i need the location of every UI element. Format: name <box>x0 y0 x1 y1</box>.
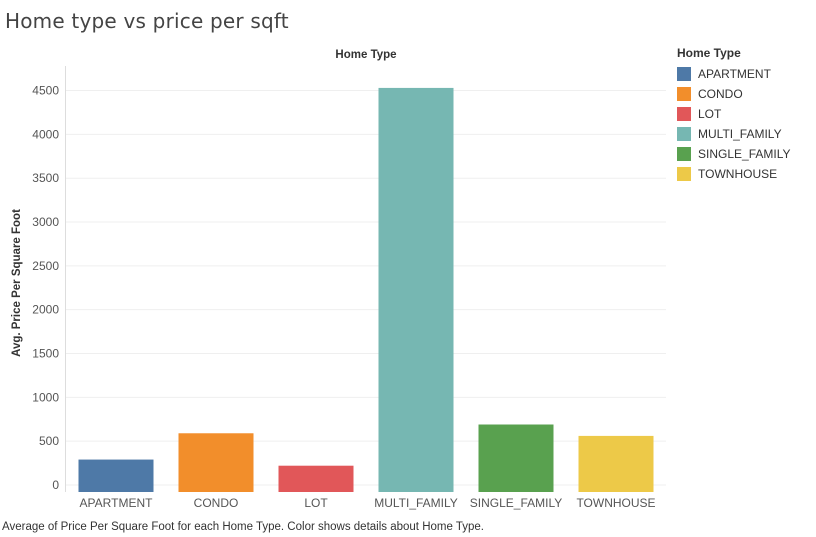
legend-swatch <box>677 127 691 141</box>
legend-title: Home Type <box>677 46 741 60</box>
x-axis-title: Home Type <box>335 49 396 61</box>
legend-item: CONDO <box>677 84 790 104</box>
legend-label: MULTI_FAMILY <box>698 127 782 141</box>
x-tick-label: TOWNHOUSE <box>576 496 655 510</box>
y-tick-label: 3500 <box>32 171 59 185</box>
bar-multi-family <box>378 87 454 493</box>
legend-swatch <box>677 67 691 81</box>
legend-label: APARTMENT <box>698 67 771 81</box>
legend-swatch <box>677 107 691 121</box>
bar-apartment <box>78 459 154 492</box>
legend-item: APARTMENT <box>677 64 790 84</box>
x-tick-label: MULTI_FAMILY <box>374 496 458 510</box>
y-axis-ticks: 0 500 1000 1500 2000 2500 3000 3500 4000 4500 <box>32 84 59 492</box>
y-tick-label: 4000 <box>32 127 59 141</box>
gridlines <box>65 66 666 492</box>
y-tick-label: 4500 <box>32 84 59 98</box>
bar-lot <box>278 465 354 492</box>
x-tick-label: CONDO <box>194 496 239 510</box>
y-axis-title: Avg. Price Per Square Foot <box>11 209 23 357</box>
bar-townhouse <box>578 435 654 492</box>
y-tick-label: 2000 <box>32 303 59 317</box>
legend-item: LOT <box>677 104 790 124</box>
x-axis-ticks: APARTMENT CONDO LOT MULTI_FAMILY SINGLE_FAMI… <box>80 496 656 510</box>
legend-label: CONDO <box>698 87 743 101</box>
chart-caption: Average of Price Per Square Foot for eac… <box>2 521 484 533</box>
legend-swatch <box>677 87 691 101</box>
y-tick-label: 2500 <box>32 259 59 273</box>
bars <box>78 87 654 493</box>
chart-title: Home type vs price per sqft <box>5 9 289 33</box>
legend-label: SINGLE_FAMILY <box>698 147 791 161</box>
y-tick-label: 0 <box>52 478 59 492</box>
legend-label: TOWNHOUSE <box>698 167 778 181</box>
legend-swatch <box>677 147 691 161</box>
bar-single-family <box>478 424 554 492</box>
legend-item: MULTI_FAMILY <box>677 124 790 144</box>
legend-item: TOWNHOUSE <box>677 164 790 184</box>
x-tick-label: SINGLE_FAMILY <box>470 496 562 510</box>
bar-condo <box>178 433 254 492</box>
legend-item: SINGLE_FAMILY <box>677 144 790 164</box>
legend-items: APARTMENT CONDO LOT MULTI_FAMILY SINGLE_FAMI… <box>677 64 790 184</box>
legend-label: LOT <box>698 107 722 121</box>
x-tick-label: APARTMENT <box>80 496 154 510</box>
y-tick-label: 500 <box>39 434 59 448</box>
legend-swatch <box>677 167 691 181</box>
y-tick-label: 1500 <box>32 347 59 361</box>
y-tick-label: 3000 <box>32 215 59 229</box>
legend: Home Type APARTMENT CONDO LOT MULTI_FAMILY S… <box>677 46 790 184</box>
y-tick-label: 1000 <box>32 390 59 404</box>
x-tick-label: LOT <box>304 496 328 510</box>
